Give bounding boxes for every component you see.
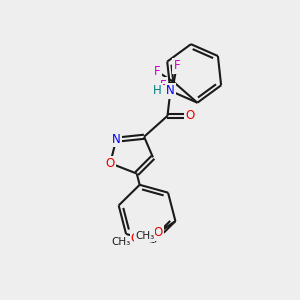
Text: N: N	[166, 84, 175, 98]
Text: O: O	[153, 226, 162, 239]
Text: H: H	[153, 84, 161, 98]
Text: CH₃: CH₃	[111, 237, 130, 247]
Text: CH₃: CH₃	[135, 231, 154, 241]
Text: O: O	[106, 157, 115, 170]
Text: O: O	[185, 110, 194, 122]
Text: F: F	[160, 79, 167, 92]
Text: O: O	[131, 232, 140, 245]
Text: F: F	[154, 65, 161, 78]
Text: N: N	[112, 133, 121, 146]
Text: F: F	[173, 59, 180, 72]
